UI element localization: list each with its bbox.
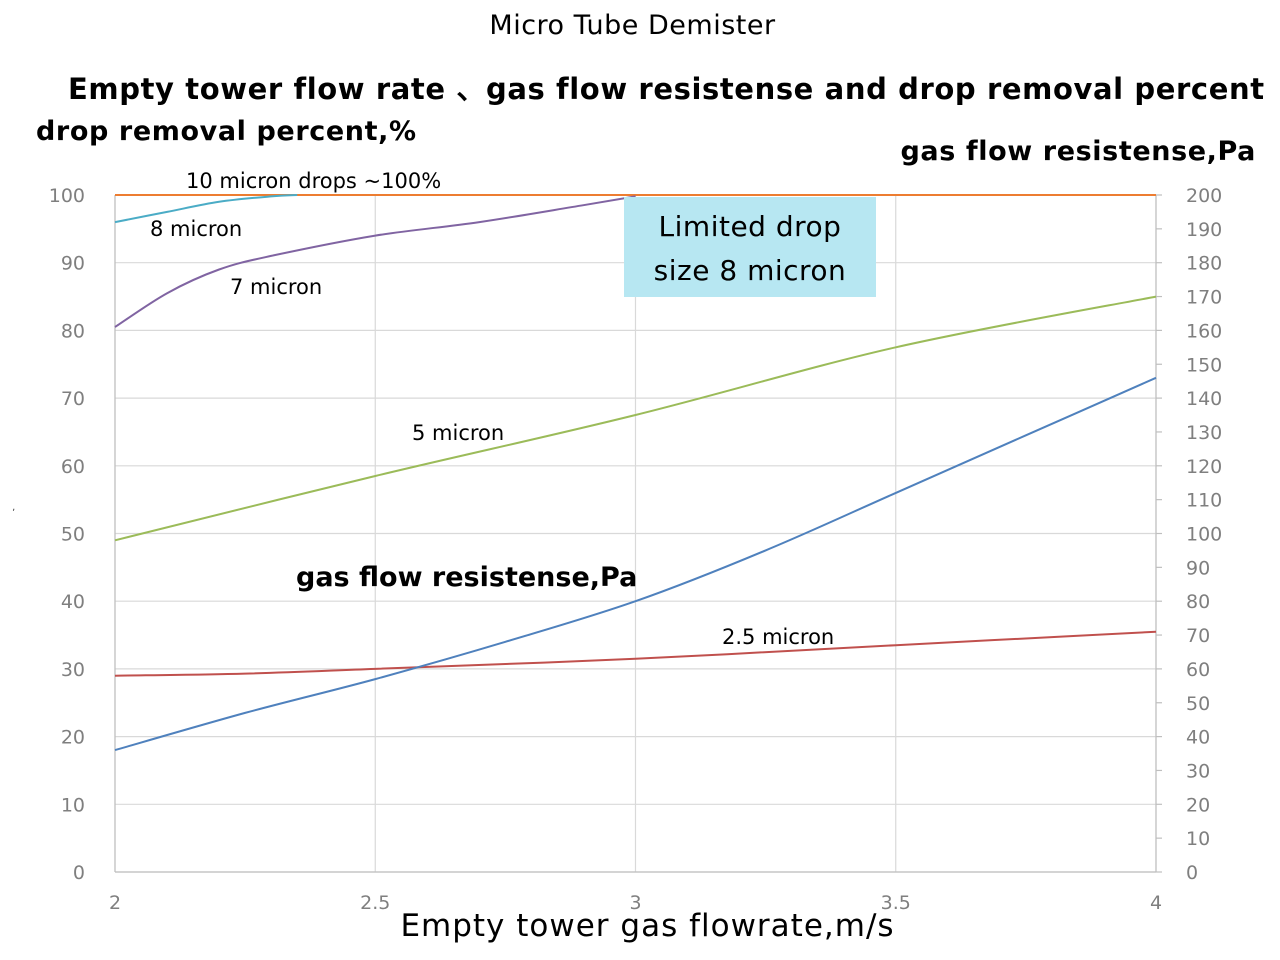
right-tick-label-50: 50 — [1186, 693, 1210, 715]
stray-mark: ʼ — [12, 508, 16, 519]
right-tick-label-80: 80 — [1186, 591, 1210, 613]
right-tick-label-190: 190 — [1186, 219, 1222, 241]
box-line-1: Limited drop — [658, 210, 842, 243]
right-tick-label-120: 120 — [1186, 456, 1222, 478]
left-tick-label-100: 100 — [49, 185, 85, 207]
left-tick-label-50: 50 — [61, 524, 85, 546]
left-axis-label: drop removal percent,% — [36, 116, 417, 147]
annotation-2-5-micron: 2.5 micron — [722, 625, 834, 649]
right-axis-label: gas flow resistense,Pa — [900, 136, 1256, 167]
right-tick-label-60: 60 — [1186, 659, 1210, 681]
left-tick-label-60: 60 — [61, 456, 85, 478]
x-tick-label-3: 3 — [629, 892, 641, 914]
x-tick-label-2: 2 — [109, 892, 121, 914]
right-tick-label-200: 200 — [1186, 185, 1222, 207]
right-tick-label-40: 40 — [1186, 727, 1210, 749]
x-tick-label-4: 4 — [1150, 892, 1162, 914]
right-tick-label-90: 90 — [1186, 557, 1210, 579]
left-tick-label-90: 90 — [61, 253, 85, 275]
annotation-10-micron-drops-100: 10 micron drops ~100% — [186, 169, 441, 193]
annotation-gas-flow-resistense-pa: gas flow resistense,Pa — [296, 562, 637, 593]
series-line-gas-flow-resistense-pa — [114, 376, 1157, 752]
left-tick-label-70: 70 — [61, 388, 85, 410]
series-line-8-micron — [114, 194, 298, 224]
right-tick-label-140: 140 — [1186, 388, 1222, 410]
annotation-8-micron: 8 micron — [150, 217, 242, 241]
right-tick-label-110: 110 — [1186, 490, 1222, 512]
left-tick-label-10: 10 — [61, 794, 85, 816]
right-tick-label-150: 150 — [1186, 354, 1222, 376]
right-tick-label-30: 30 — [1186, 760, 1210, 782]
series-line-5-micron — [114, 295, 1157, 542]
right-tick-label-180: 180 — [1186, 253, 1222, 275]
x-tick-label-3.5: 3.5 — [881, 892, 911, 914]
limited-drop-size-box: Limited drop size 8 micron — [624, 197, 876, 297]
right-tick-label-20: 20 — [1186, 794, 1210, 816]
annotation-5-micron: 5 micron — [412, 421, 504, 445]
right-tick-label-0: 0 — [1186, 862, 1198, 884]
left-tick-label-40: 40 — [61, 591, 85, 613]
right-tick-label-170: 170 — [1186, 287, 1222, 309]
right-tick-label-100: 100 — [1186, 524, 1222, 546]
left-tick-label-30: 30 — [61, 659, 85, 681]
left-tick-label-20: 20 — [61, 727, 85, 749]
x-tick-label-2.5: 2.5 — [360, 892, 390, 914]
series-line-7-micron — [114, 195, 636, 328]
chart-title: Micro Tube Demister — [489, 10, 776, 41]
left-tick-label-80: 80 — [61, 320, 85, 342]
right-tick-label-70: 70 — [1186, 625, 1210, 647]
right-tick-label-160: 160 — [1186, 320, 1222, 342]
right-tick-label-130: 130 — [1186, 422, 1222, 444]
left-tick-label-0: 0 — [73, 862, 85, 884]
box-line-2: size 8 micron — [653, 254, 847, 287]
x-axis-label: Empty tower gas flowrate,m/s — [400, 908, 895, 944]
annotation-7-micron: 7 micron — [230, 275, 322, 299]
right-tick-label-10: 10 — [1186, 828, 1210, 850]
series-line-2-5-micron — [114, 630, 1157, 677]
chart-subtitle: Empty tower flow rate 、gas flow resisten… — [68, 72, 1265, 106]
